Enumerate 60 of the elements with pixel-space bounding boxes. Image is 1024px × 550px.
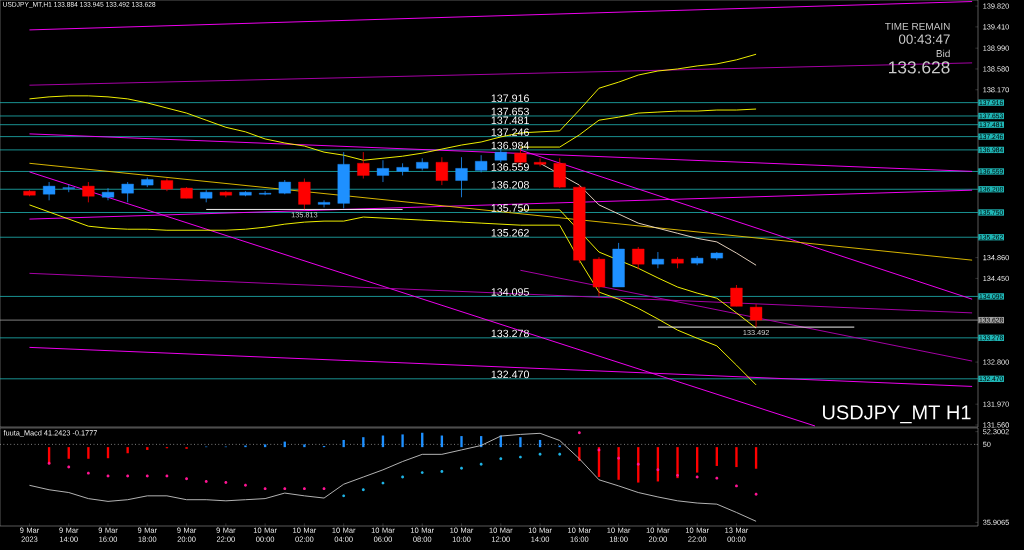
candlestick <box>317 199 331 208</box>
candlestick <box>259 190 272 196</box>
annotation: Bid <box>936 49 950 58</box>
point <box>342 494 346 498</box>
candlestick <box>553 157 566 189</box>
candlestick <box>82 181 95 203</box>
candlestick <box>730 284 743 307</box>
annotation: 135.750 <box>491 204 529 212</box>
text: USDJPY_MT H1 <box>823 405 971 424</box>
bar <box>342 439 345 448</box>
candlestick <box>455 156 468 198</box>
annotation: 137.653 <box>491 107 529 116</box>
point <box>676 473 679 477</box>
candlestick <box>121 181 134 203</box>
annotation: 134.095 <box>491 288 529 296</box>
annotation: 136.208 <box>491 181 529 189</box>
candlestick <box>376 159 390 183</box>
candlestick <box>101 187 115 201</box>
bar <box>460 436 463 448</box>
bar <box>519 437 522 448</box>
bar <box>126 447 129 454</box>
annotation: 137.916 <box>491 94 529 102</box>
bar <box>735 447 738 468</box>
annotation: 136.984 <box>491 141 530 150</box>
annotation: TIME REMAIN <box>885 22 950 30</box>
point <box>86 471 90 475</box>
annotation: 133.278 <box>491 329 529 338</box>
point <box>224 481 228 485</box>
annotation: 137.246 <box>491 128 529 136</box>
annotation: 137.481 <box>491 116 529 125</box>
annotation: 135.262 <box>491 229 529 237</box>
point <box>518 455 522 459</box>
bar <box>87 447 90 459</box>
candlestick <box>750 303 763 328</box>
bar <box>676 447 679 479</box>
annotation: 132.470 <box>491 370 529 379</box>
point <box>185 477 189 481</box>
candlestick <box>533 157 547 167</box>
point <box>204 479 208 483</box>
point <box>263 487 267 491</box>
annotation: 00:43:47 <box>898 34 950 44</box>
bar <box>617 447 620 480</box>
point <box>420 471 424 475</box>
candlestick <box>357 151 370 179</box>
annotation: 136.559 <box>491 163 529 171</box>
point <box>283 487 287 491</box>
bar <box>303 444 306 448</box>
candlestick <box>651 251 664 269</box>
annotation: 133.628 <box>889 61 950 74</box>
candlestick <box>475 154 488 173</box>
point <box>440 470 444 473</box>
candlestick <box>298 178 311 210</box>
candlestick <box>435 156 448 186</box>
point <box>244 483 247 487</box>
point <box>460 466 463 470</box>
point <box>617 456 621 460</box>
candlestick <box>43 181 56 201</box>
point <box>734 484 738 488</box>
candlestick <box>632 246 645 270</box>
bar <box>401 434 404 448</box>
